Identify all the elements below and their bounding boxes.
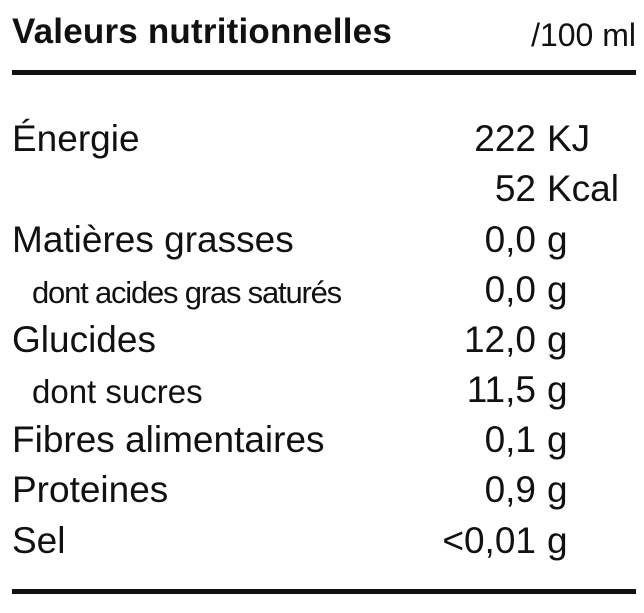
footer-divider <box>12 589 636 594</box>
nutrient-label: Fibres alimentaires <box>12 419 325 460</box>
nutrient-unit: g <box>547 520 568 561</box>
nutrient-value: 12,0 <box>463 319 536 360</box>
nutrient-unit: g <box>547 269 568 310</box>
per-unit-label: /100 ml <box>531 17 636 53</box>
nutrient-value: 0,0 <box>484 269 536 310</box>
nutrient-label: dont sucres <box>32 373 203 410</box>
nutrient-row-energie: Énergie 222 KJ <box>0 116 644 166</box>
nutrition-title: Valeurs nutritionnelles <box>12 12 392 51</box>
nutrient-row-fibres: Fibres alimentaires 0,1 g <box>0 417 644 467</box>
nutrient-unit: g <box>547 319 568 360</box>
nutrient-unit: g <box>547 469 568 510</box>
nutrient-row-glucides: Glucides 12,0 g <box>0 317 644 367</box>
nutrient-row-matieres-grasses: Matières grasses 0,0 g <box>0 217 644 267</box>
nutrient-label: Matières grasses <box>12 219 294 260</box>
nutrient-value: 222 <box>474 118 536 159</box>
nutrient-label: Glucides <box>12 319 156 360</box>
nutrition-header: Valeurs nutritionnelles /100 ml <box>12 8 636 58</box>
nutrient-row-sucres: dont sucres 11,5 g <box>0 367 644 417</box>
nutrient-row-acides-gras-satures: dont acides gras saturés 0,0 g <box>0 267 644 317</box>
nutrient-value: 0,0 <box>484 219 536 260</box>
nutrient-row-sel: Sel <0,01 g <box>0 518 644 568</box>
nutrient-value: 11,5 <box>466 369 536 410</box>
nutrient-unit: KJ <box>547 118 591 159</box>
nutrient-label: Sel <box>12 520 66 561</box>
nutrient-value: 52 <box>494 168 536 209</box>
nutrient-value: <0,01 <box>442 520 536 561</box>
nutrient-unit: g <box>547 369 568 410</box>
nutrient-row-proteines: Proteines 0,9 g <box>0 467 644 517</box>
nutrient-label: dont acides gras saturés <box>32 275 342 310</box>
header-divider <box>12 70 636 75</box>
nutrient-unit: g <box>547 419 568 460</box>
nutrient-row-energie-kcal: 52 Kcal <box>0 166 644 216</box>
nutrient-label: Énergie <box>12 118 140 159</box>
nutrient-label: Proteines <box>12 469 169 510</box>
nutrient-unit: g <box>547 219 568 260</box>
nutrient-value: 0,9 <box>484 469 536 510</box>
nutrient-value: 0,1 <box>484 419 536 460</box>
nutrient-unit: Kcal <box>547 168 619 209</box>
